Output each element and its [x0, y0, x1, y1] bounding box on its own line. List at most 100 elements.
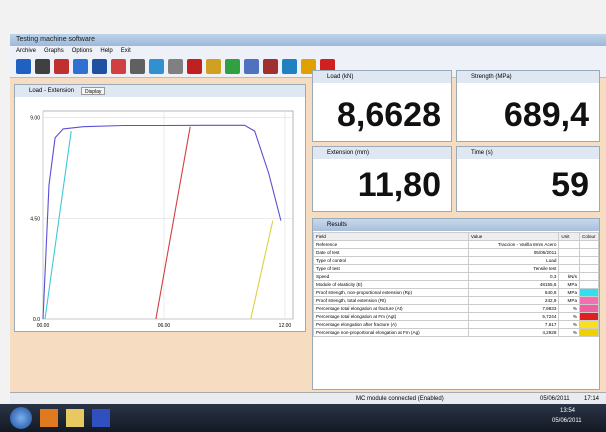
result-cell: Type of control — [314, 257, 469, 265]
taskbar-icon[interactable] — [40, 409, 58, 427]
result-row: Proof strength, total extension (Rt)242,… — [314, 297, 599, 305]
panel-label: Time (s) — [457, 147, 599, 159]
toolbar-button[interactable] — [92, 59, 107, 74]
result-row: Proof strength, non-proportional extensi… — [314, 289, 599, 297]
result-cell: 640,8 — [468, 289, 558, 297]
header-cell: Colour — [580, 233, 599, 241]
menu-item[interactable]: Exit — [121, 46, 131, 56]
menu-item[interactable]: Options — [72, 46, 93, 56]
menu-item[interactable]: Graphs — [44, 46, 64, 56]
panel-value: 8,6628 — [337, 96, 441, 135]
result-cell: MPa — [559, 289, 580, 297]
result-cell: Module of elasticity (E) — [314, 281, 469, 289]
taskbar-icon[interactable] — [92, 409, 110, 427]
result-cell: Speed — [314, 273, 469, 281]
toolbar-button[interactable] — [282, 59, 297, 74]
colour-cell — [580, 265, 599, 273]
toolbar-button[interactable] — [54, 59, 69, 74]
result-cell: Percentage total elongation at fracture … — [314, 305, 469, 313]
window-title: Testing machine software — [10, 34, 606, 46]
results-title: Results — [313, 219, 599, 231]
colour-cell — [580, 273, 599, 281]
toolbar-button[interactable] — [187, 59, 202, 74]
results-table: FieldValueUnitColourReferenceTraccion - … — [313, 232, 599, 337]
colour-cell — [580, 257, 599, 265]
toolbar-button[interactable] — [225, 59, 240, 74]
menu-bar: Archive Graphs Options Help Exit — [10, 46, 606, 56]
colour-cell — [580, 313, 599, 321]
result-cell: 242,9 — [468, 297, 558, 305]
header-cell: Value — [468, 233, 558, 241]
toolbar-button[interactable] — [16, 59, 31, 74]
y-tick-label: 4.50 — [30, 216, 40, 222]
toolbar-button[interactable] — [35, 59, 50, 74]
graph-title: Load - Extension — [15, 85, 305, 97]
result-cell: 0,3 — [468, 273, 558, 281]
result-cell: MPa — [559, 281, 580, 289]
result-cell: % — [559, 329, 580, 337]
toolbar-button[interactable] — [244, 59, 259, 74]
status-bar: MC module connected (Enabled) 05/06/2011… — [10, 392, 606, 404]
result-cell: 7,9833 — [468, 305, 558, 313]
header-cell: Field — [314, 233, 469, 241]
result-cell: Date of test — [314, 249, 469, 257]
result-row: Percentage elongation after fracture (A)… — [314, 321, 599, 329]
result-cell: 5,7244 — [468, 313, 558, 321]
start-button[interactable] — [10, 407, 32, 429]
result-row: Type of testTensile test — [314, 265, 599, 273]
plot-area — [43, 111, 293, 319]
toolbar-button[interactable] — [206, 59, 221, 74]
result-cell: Percentage total elongation at Fm (Agt) — [314, 313, 469, 321]
toolbar-button[interactable] — [168, 59, 183, 74]
result-cell: Proof strength, total extension (Rt) — [314, 297, 469, 305]
result-cell: Percentage elongation after fracture (A) — [314, 321, 469, 329]
toolbar-button[interactable] — [73, 59, 88, 74]
result-cell: Type of test — [314, 265, 469, 273]
result-cell — [559, 241, 580, 249]
result-cell: Traccion - Varilla 8mm Acero — [468, 241, 558, 249]
result-cell: kN/s — [559, 273, 580, 281]
x-tick-label: 12.00 — [279, 323, 292, 329]
result-cell — [559, 249, 580, 257]
toolbar-button[interactable] — [130, 59, 145, 74]
display-button[interactable]: Display — [81, 87, 105, 95]
result-row: Percentage total elongation at fracture … — [314, 305, 599, 313]
value-panel: Time (s) 59 — [456, 146, 600, 212]
result-cell: % — [559, 321, 580, 329]
colour-cell — [580, 305, 599, 313]
panel-label: Extension (mm) — [313, 147, 451, 159]
toolbar-button[interactable] — [149, 59, 164, 74]
result-cell: Load — [468, 257, 558, 265]
panel-value: 59 — [551, 166, 589, 205]
result-cell: 4,2928 — [468, 329, 558, 337]
result-cell: Reference — [314, 241, 469, 249]
result-cell: Percentage non-proportional elongation a… — [314, 329, 469, 337]
toolbar-button[interactable] — [263, 59, 278, 74]
panel-value: 689,4 — [504, 96, 589, 135]
y-tick-label: 9.00 — [30, 116, 40, 122]
header-cell: Unit — [559, 233, 580, 241]
result-cell: 05/06/2011 — [468, 249, 558, 257]
result-cell: % — [559, 313, 580, 321]
panel-label: Strength (MPa) — [457, 71, 599, 83]
menu-item[interactable]: Archive — [16, 46, 36, 56]
panel-label: Load (kN) — [313, 71, 451, 83]
result-row: Percentage total elongation at Fm (Agt)5… — [314, 313, 599, 321]
taskbar-icon[interactable] — [66, 409, 84, 427]
x-tick-label: 00.00 — [37, 323, 50, 329]
menu-item[interactable]: Help — [100, 46, 112, 56]
result-cell: Proof strength, non-proportional extensi… — [314, 289, 469, 297]
result-cell: 48155,6 — [468, 281, 558, 289]
toolbar-button[interactable] — [111, 59, 126, 74]
clock-time: 13:54 — [560, 408, 575, 414]
x-tick-label: 06.00 — [158, 323, 171, 329]
